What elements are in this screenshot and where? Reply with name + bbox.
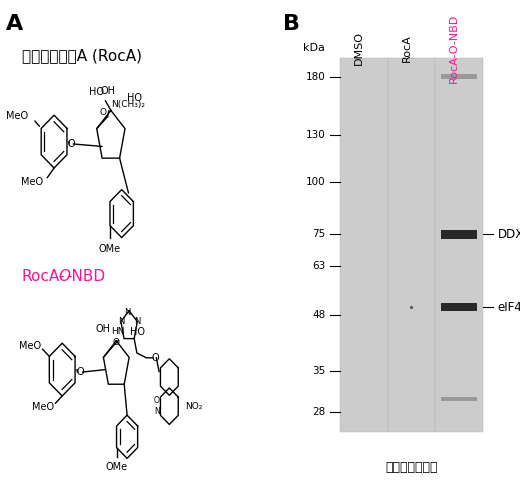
Text: N: N xyxy=(125,308,131,317)
Text: MeO: MeO xyxy=(19,341,41,351)
Text: B: B xyxy=(283,14,300,35)
Bar xyxy=(435,58,483,432)
Text: -NBD: -NBD xyxy=(66,269,106,284)
Bar xyxy=(340,58,483,432)
Bar xyxy=(441,230,477,239)
Text: 100: 100 xyxy=(306,178,326,187)
Text: OH: OH xyxy=(101,86,115,96)
Text: O: O xyxy=(76,367,84,377)
Text: OH: OH xyxy=(96,324,111,334)
Text: MeO: MeO xyxy=(21,178,43,187)
Text: DMSO: DMSO xyxy=(354,31,364,65)
Text: O
N: O N xyxy=(154,396,160,416)
Bar xyxy=(441,303,477,311)
Text: HO: HO xyxy=(127,93,142,103)
Text: 75: 75 xyxy=(312,229,326,239)
Text: 180: 180 xyxy=(306,72,326,82)
Text: N(CH₃)₂: N(CH₃)₂ xyxy=(112,100,146,109)
Text: 48: 48 xyxy=(312,310,326,320)
Text: NO₂: NO₂ xyxy=(185,402,202,411)
Text: RocA: RocA xyxy=(401,34,411,62)
Text: eIF4A: eIF4A xyxy=(498,300,520,314)
Text: 130: 130 xyxy=(306,130,326,140)
Text: 蛍光による検出: 蛍光による検出 xyxy=(385,461,438,474)
Text: RocA-: RocA- xyxy=(22,269,65,284)
Text: DDX3: DDX3 xyxy=(498,228,520,240)
Text: O: O xyxy=(99,108,106,117)
Bar xyxy=(441,397,477,401)
Bar xyxy=(441,74,477,79)
Text: 28: 28 xyxy=(312,407,326,417)
Bar xyxy=(388,58,435,432)
Text: RocA-O-NBD: RocA-O-NBD xyxy=(449,13,459,83)
Text: HO: HO xyxy=(130,327,145,337)
Text: OMe: OMe xyxy=(106,462,127,472)
Text: HO: HO xyxy=(89,87,104,97)
Text: 63: 63 xyxy=(312,261,326,271)
Text: O: O xyxy=(58,269,70,284)
Text: ロカグラミドA (RocA): ロカグラミドA (RocA) xyxy=(22,48,141,63)
Text: O: O xyxy=(113,338,120,348)
Text: MeO: MeO xyxy=(6,111,28,121)
Text: N: N xyxy=(134,317,140,326)
Text: 35: 35 xyxy=(312,366,326,376)
Text: OMe: OMe xyxy=(99,244,121,254)
Text: O: O xyxy=(68,139,75,149)
Text: kDa: kDa xyxy=(304,43,326,53)
Text: HN: HN xyxy=(111,327,125,336)
Bar xyxy=(340,58,388,432)
Text: O: O xyxy=(151,353,159,363)
Text: MeO: MeO xyxy=(32,402,54,411)
Text: A: A xyxy=(5,14,23,35)
Text: N: N xyxy=(118,317,124,326)
